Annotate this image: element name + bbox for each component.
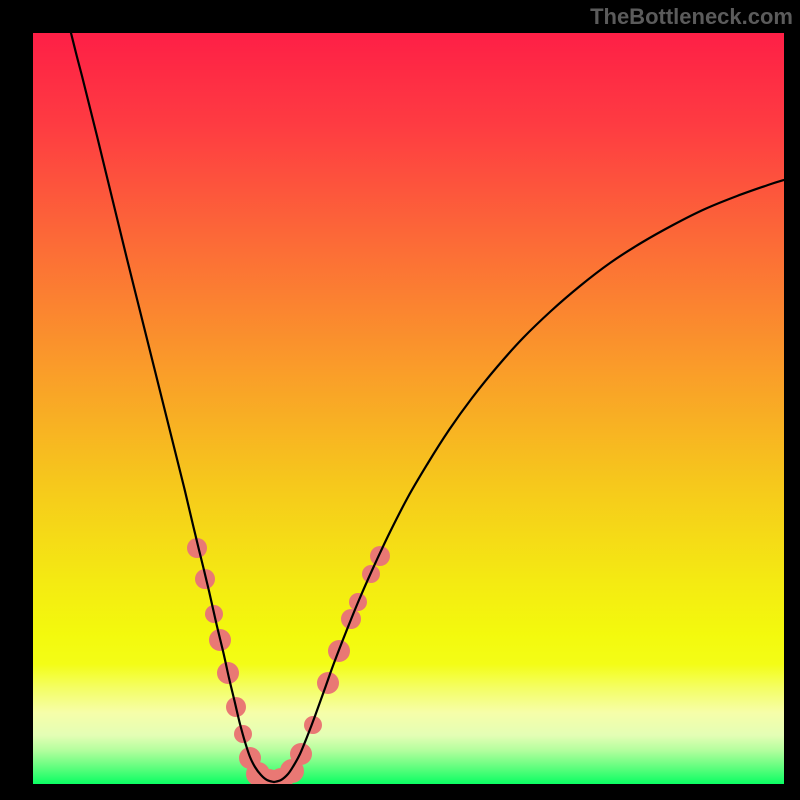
- chart-overlay: [0, 0, 800, 800]
- curve-right-branch: [274, 180, 784, 782]
- data-marker: [370, 546, 390, 566]
- data-markers: [187, 538, 390, 793]
- curve-left-branch: [71, 33, 274, 782]
- watermark-text: TheBottleneck.com: [590, 4, 793, 30]
